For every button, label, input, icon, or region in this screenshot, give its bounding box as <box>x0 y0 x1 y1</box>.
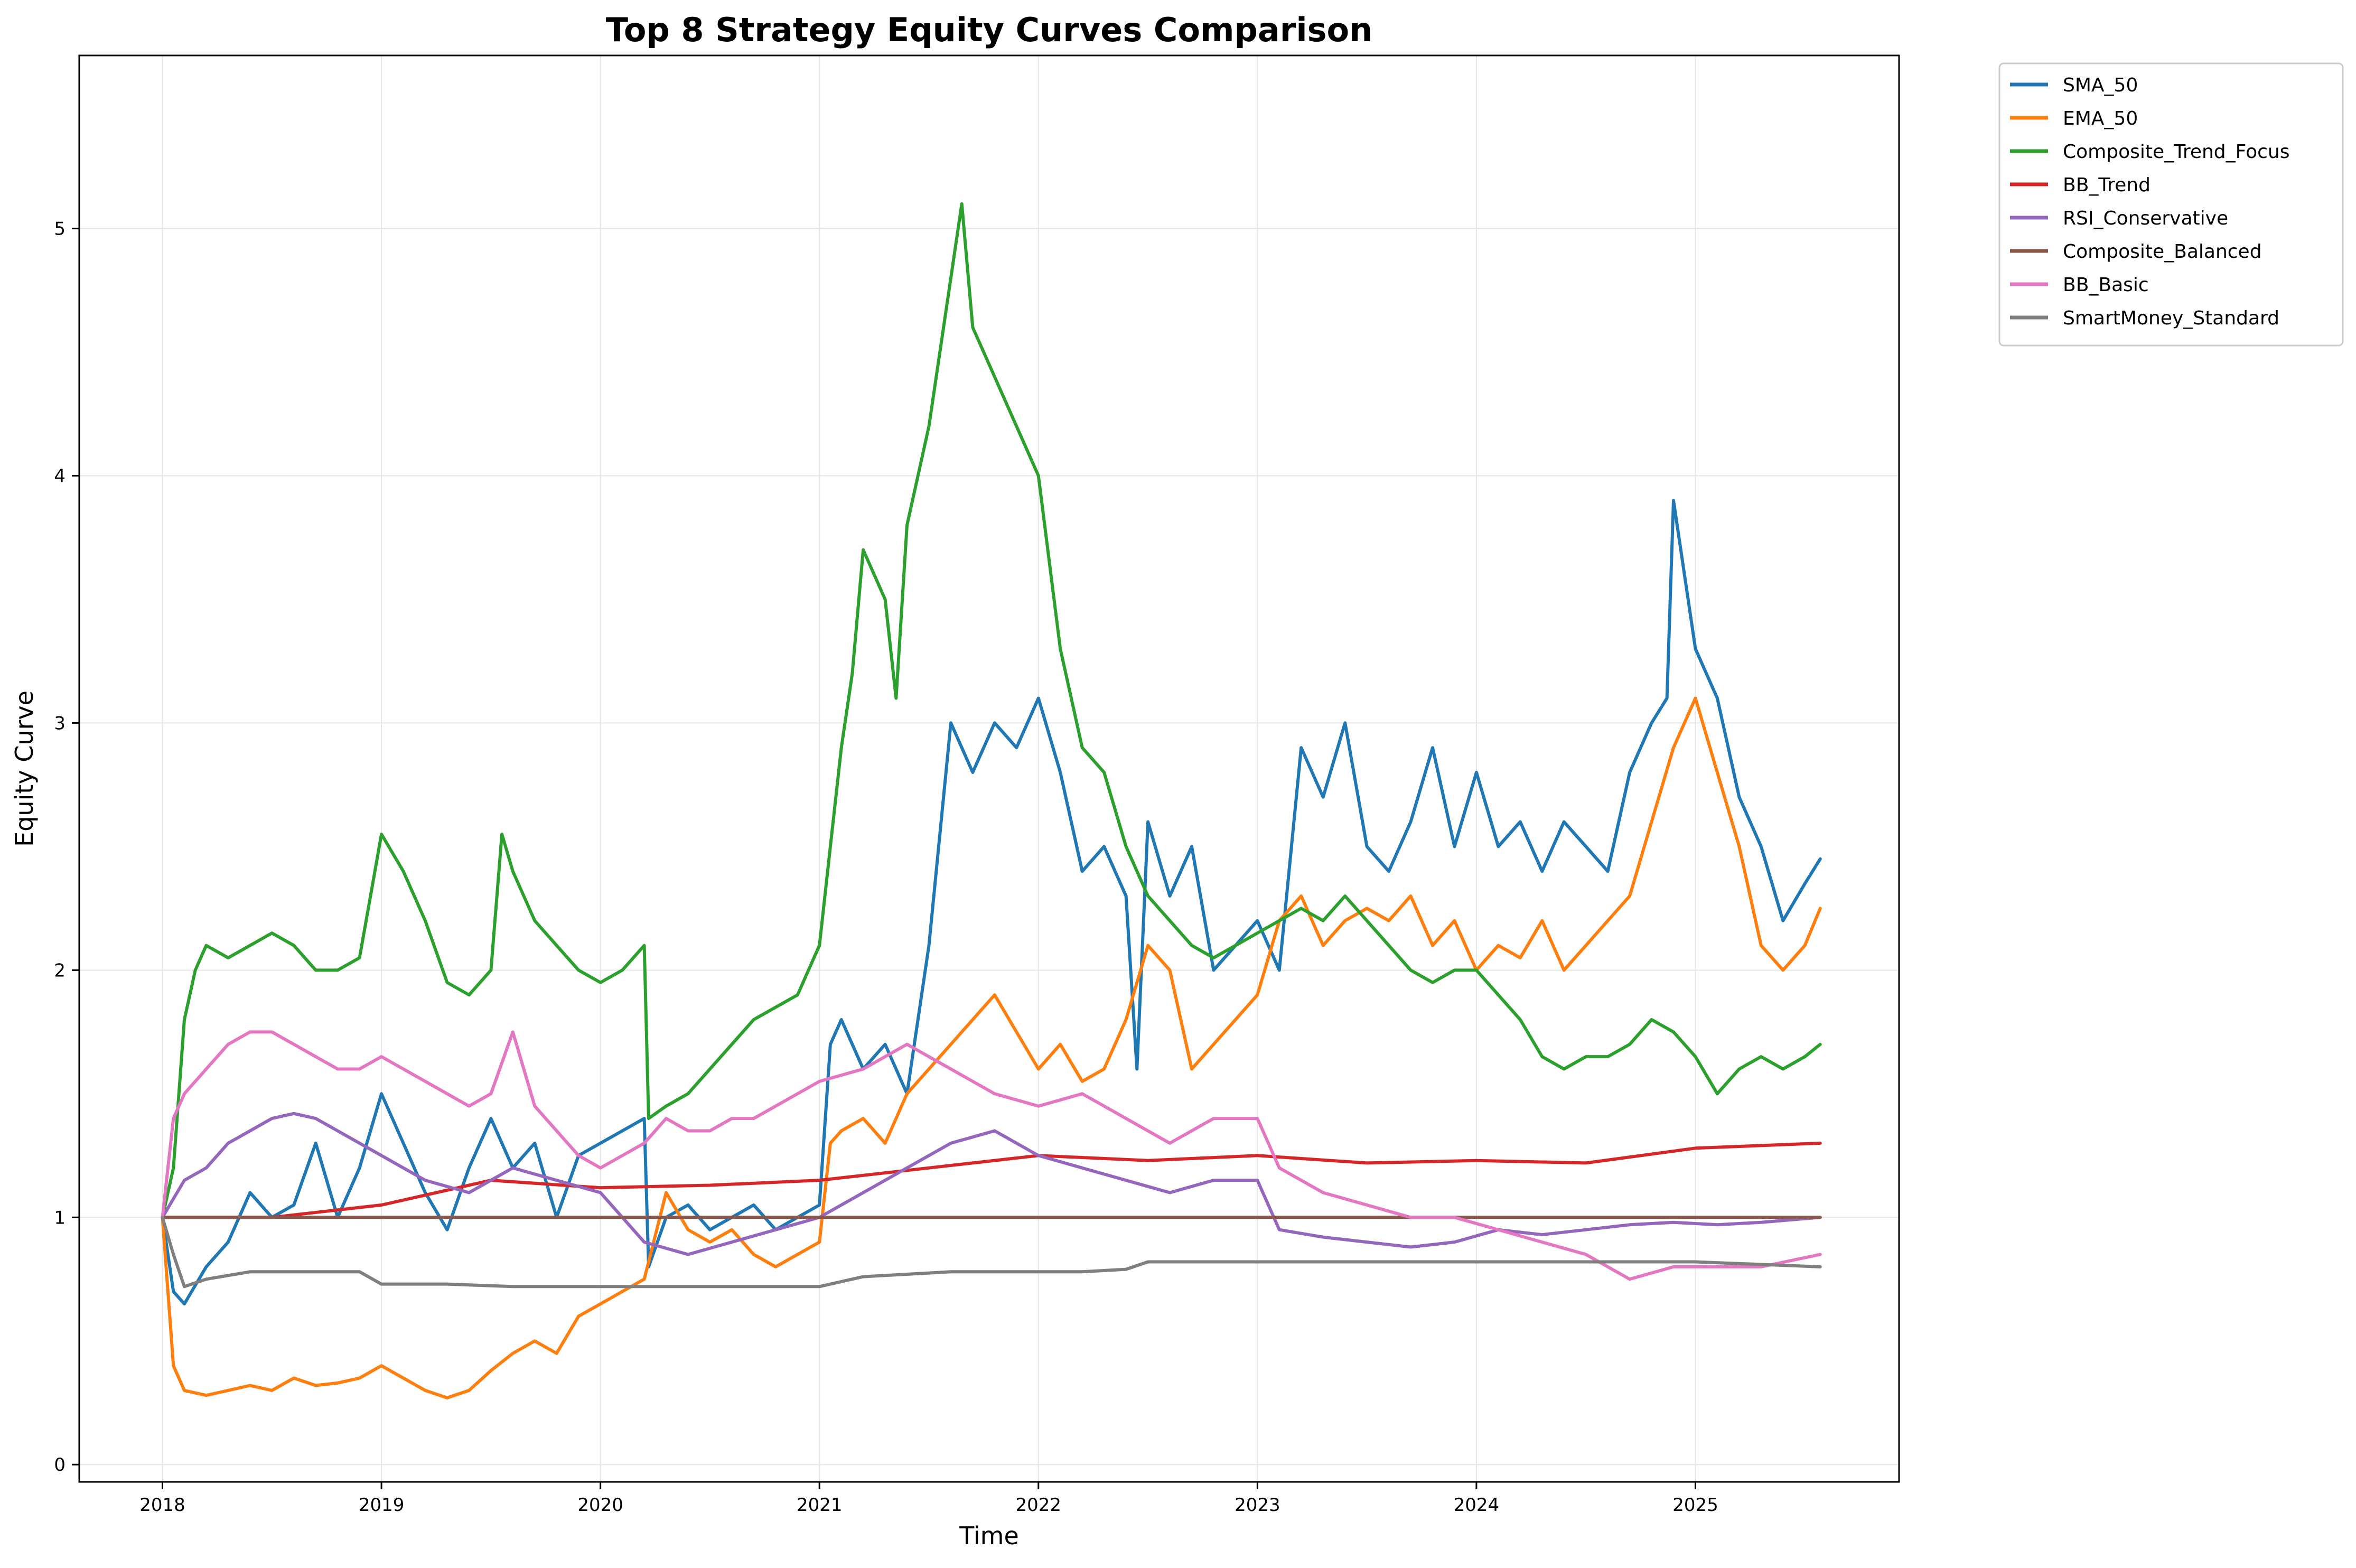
series-line-composite-trend-focus <box>161 202 1822 1219</box>
x-tick-label: 2023 <box>1235 1495 1280 1516</box>
series-line-ema-50 <box>161 696 1822 1399</box>
legend-label: EMA_50 <box>2063 108 2138 129</box>
y-tick-label: 0 <box>54 1454 66 1476</box>
x-tick-label: 2018 <box>139 1495 185 1516</box>
legend-label: RSI_Conservative <box>2063 208 2228 229</box>
legend-label: SmartMoney_Standard <box>2063 307 2279 329</box>
legend-label: BB_Trend <box>2063 174 2151 196</box>
plot-frame <box>78 54 1900 1483</box>
x-tick-label: 2022 <box>1016 1495 1062 1516</box>
chart-title: Top 8 Strategy Equity Curves Comparison <box>606 11 1372 49</box>
x-tick-label: 2025 <box>1672 1495 1718 1516</box>
x-axis-label: Time <box>959 1522 1019 1550</box>
legend-label: Composite_Trend_Focus <box>2063 141 2289 163</box>
y-tick-label: 4 <box>54 465 66 487</box>
legend-box <box>1998 62 2344 347</box>
series-line-sma-50 <box>161 499 1822 1306</box>
x-tick-label: 2021 <box>797 1495 843 1516</box>
legend-label: SMA_50 <box>2063 74 2138 96</box>
legend-label: Composite_Balanced <box>2063 241 2262 263</box>
series-line-rsi-conservative <box>161 1112 1822 1256</box>
legend: SMA_50 EMA_50 Composite_Trend_Focus BB_Tren… <box>1998 62 2344 347</box>
legend-label: BB_Basic <box>2063 274 2149 296</box>
x-tick-label: 2020 <box>577 1495 623 1516</box>
series-line-bb-basic <box>161 1030 1822 1281</box>
x-tick-label: 2019 <box>359 1495 405 1516</box>
y-tick-label: 1 <box>54 1207 66 1228</box>
y-tick-label: 5 <box>54 219 66 240</box>
series-layer <box>161 202 1822 1399</box>
y-axis-label: Equity Curve <box>10 690 39 847</box>
series-line-smartmoney-standard <box>161 1216 1822 1289</box>
ticks-layer: 2018 2019 2020 2021 2022 2023 2024 2025 0 1 2 3 4 5 <box>54 219 1718 1516</box>
x-tick-label: 2024 <box>1454 1495 1500 1516</box>
y-tick-label: 2 <box>54 960 66 981</box>
series-line-bb-trend <box>161 1141 1822 1219</box>
y-tick-label: 3 <box>54 713 66 734</box>
